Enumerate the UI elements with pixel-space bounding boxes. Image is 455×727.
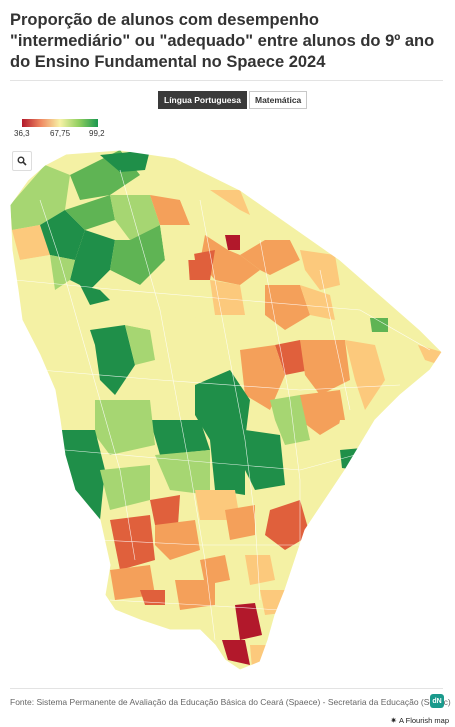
title-divider	[10, 80, 443, 81]
municipality-region[interactable]	[140, 158, 200, 200]
municipality-region[interactable]	[275, 612, 305, 645]
municipality-region[interactable]	[125, 300, 185, 340]
municipality-region[interactable]	[240, 345, 285, 410]
municipality-region[interactable]	[100, 150, 150, 172]
municipality-region[interactable]	[160, 225, 195, 260]
municipality-region[interactable]	[175, 580, 215, 610]
municipality-region[interactable]	[110, 195, 160, 240]
legend-color-scale	[22, 119, 98, 127]
toggle-lingua-portuguesa[interactable]: Língua Portuguesa	[158, 91, 247, 109]
ceara-choropleth-map[interactable]	[0, 140, 455, 680]
municipality-region[interactable]	[155, 520, 200, 560]
municipality-region[interactable]	[80, 285, 110, 305]
flourish-credit[interactable]: ✷ A Flourish map	[390, 716, 449, 725]
municipality-region[interactable]	[150, 495, 180, 525]
municipality-region[interactable]	[418, 345, 442, 365]
municipality-region[interactable]	[40, 210, 85, 260]
municipality-region[interactable]	[180, 190, 240, 240]
flourish-credit-label: A Flourish map	[398, 716, 449, 725]
municipality-region[interactable]	[245, 555, 275, 585]
municipality-region[interactable]	[65, 195, 115, 230]
municipality-region[interactable]	[370, 318, 388, 332]
municipality-region[interactable]	[225, 235, 240, 250]
municipality-region[interactable]	[200, 555, 230, 585]
municipality-region[interactable]	[240, 240, 300, 275]
municipality-region[interactable]	[235, 603, 262, 640]
municipality-region[interactable]	[60, 430, 105, 520]
municipality-region[interactable]	[70, 230, 115, 290]
source-note: Fonte: Sistema Permanente de Avaliação d…	[10, 697, 451, 707]
toggle-matematica[interactable]: Matemática	[248, 91, 308, 109]
municipality-region[interactable]	[210, 190, 250, 215]
legend-min: 36,3	[14, 129, 30, 138]
municipality-region[interactable]	[100, 465, 150, 510]
municipality-region[interactable]	[50, 255, 75, 290]
municipality-region[interactable]	[12, 225, 50, 260]
municipality-region[interactable]	[270, 395, 310, 445]
municipality-region[interactable]	[110, 515, 155, 570]
municipality-region[interactable]	[222, 640, 250, 665]
footer-divider	[10, 688, 443, 689]
municipality-region[interactable]	[300, 390, 345, 435]
municipality-region[interactable]	[195, 370, 250, 440]
municipality-region[interactable]	[225, 505, 255, 540]
municipality-region[interactable]	[150, 195, 190, 225]
municipality-region[interactable]	[110, 225, 165, 285]
state-outline	[9, 149, 443, 671]
municipality-region[interactable]	[140, 590, 165, 605]
municipality-region[interactable]	[20, 255, 55, 300]
search-icon[interactable]	[12, 151, 32, 171]
municipality-region[interactable]	[260, 590, 290, 615]
legend-labels: 36,3 67,75 99,2	[12, 129, 112, 139]
municipality-region[interactable]	[300, 340, 350, 395]
municipality-region[interactable]	[210, 280, 245, 315]
municipality-region[interactable]	[10, 165, 70, 230]
dn-logo-icon[interactable]: dN	[430, 694, 444, 708]
map-title: Proporção de alunos com desempenho "inte…	[10, 11, 435, 71]
municipality-region[interactable]	[200, 235, 260, 285]
municipality-region[interactable]	[210, 440, 245, 495]
municipality-region[interactable]	[300, 285, 335, 320]
municipality-region[interactable]	[150, 420, 210, 455]
municipality-region[interactable]	[340, 448, 362, 470]
municipality-region[interactable]	[185, 280, 215, 320]
municipality-region[interactable]	[340, 295, 395, 345]
flourish-star-icon: ✷	[390, 716, 397, 725]
municipality-region[interactable]	[245, 430, 285, 490]
municipality-region[interactable]	[95, 400, 155, 455]
subject-toggle[interactable]: Língua Portuguesa Matemática	[158, 91, 308, 109]
legend-max: 99,2	[89, 129, 105, 138]
municipality-region[interactable]	[265, 285, 310, 330]
municipality-region[interactable]	[50, 290, 95, 345]
municipality-region[interactable]	[90, 325, 135, 395]
municipality-region[interactable]	[265, 500, 310, 550]
municipality-region[interactable]	[125, 325, 155, 365]
municipality-region[interactable]	[345, 340, 385, 410]
legend-mid: 67,75	[50, 129, 71, 138]
